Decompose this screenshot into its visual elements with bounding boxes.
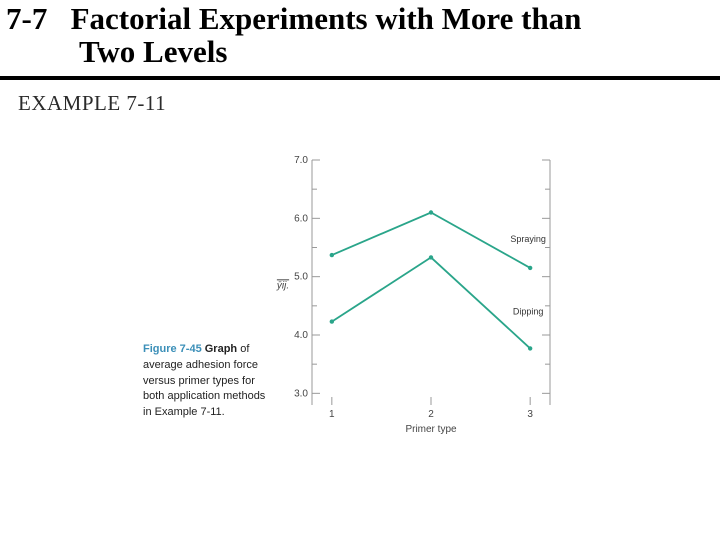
y-tick-label: 5.0 <box>294 272 308 283</box>
y-tick-label: 4.0 <box>294 330 308 341</box>
x-axis-label: Primer type <box>405 424 457 435</box>
chart-series: Spraying Dipping <box>329 210 546 351</box>
slide-title-line-2: Two Levels <box>79 34 228 69</box>
x-tick-label: 1 <box>329 409 335 420</box>
adhesion-force-chart: 7.0 6.0 5.0 4.0 3.0 1 2 3 Spraying Dipping Prime… <box>276 155 551 435</box>
title-divider <box>0 76 720 80</box>
chart-ticks: 7.0 6.0 5.0 4.0 3.0 1 2 3 <box>294 155 550 420</box>
series-label-spraying: Spraying <box>510 234 546 244</box>
slide-title-line-1: 7-7 Factorial Experiments with More than <box>6 1 582 36</box>
figure-caption: Figure 7-45 Graph of average adhesion fo… <box>143 342 273 421</box>
x-tick-label: 2 <box>428 409 434 420</box>
data-point-dipping <box>428 255 434 260</box>
caption-figure-number: Figure 7-45 <box>143 343 202 355</box>
caption-figure-word: Graph <box>204 343 238 355</box>
caption-text: of average adhesion force versus primer … <box>143 343 266 419</box>
x-tick-label: 3 <box>527 409 533 420</box>
data-point-spraying <box>527 265 533 271</box>
y-tick-label: 6.0 <box>294 213 308 224</box>
y-axis-label: ȳij. <box>276 280 289 291</box>
data-point-spraying <box>329 252 335 258</box>
example-label: EXAMPLE 7-11 <box>18 91 167 115</box>
chart-axes <box>311 160 551 405</box>
data-point-dipping <box>329 319 335 324</box>
data-point-dipping <box>527 346 533 351</box>
series-label-dipping: Dipping <box>513 306 544 316</box>
y-tick-label: 7.0 <box>294 155 308 166</box>
slide-title: 7-7 Factorial Experiments with More than… <box>6 2 706 68</box>
y-tick-label: 3.0 <box>294 388 308 399</box>
series-line-dipping <box>331 256 531 350</box>
data-point-spraying <box>428 210 434 215</box>
